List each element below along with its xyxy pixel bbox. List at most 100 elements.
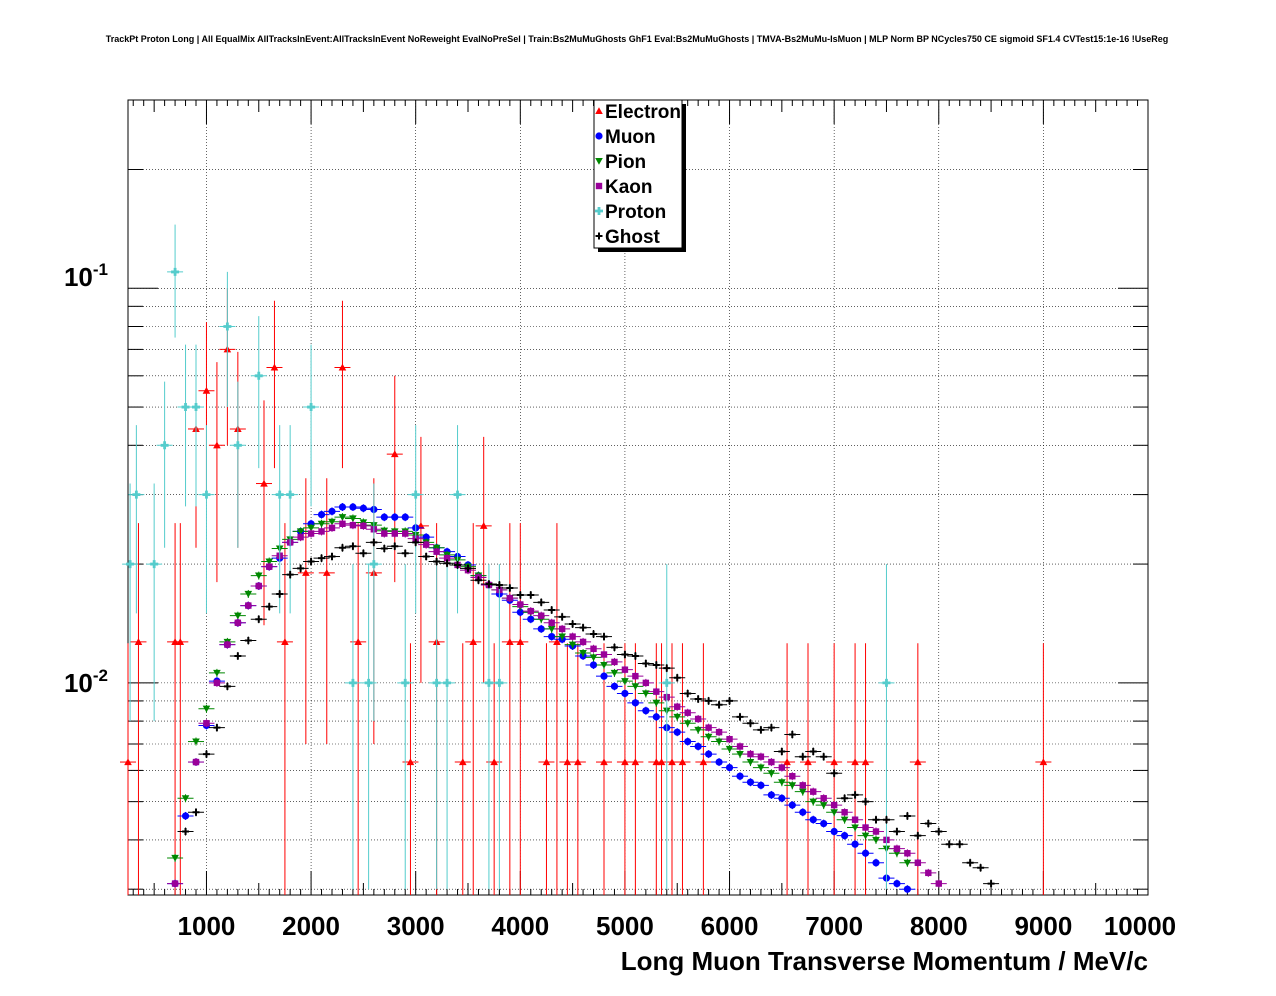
data-point: [610, 669, 619, 677]
data-point: [956, 840, 964, 848]
data-point: [569, 620, 577, 628]
data-point: [401, 549, 409, 557]
legend-label: Pion: [605, 152, 646, 173]
data-point: [181, 812, 190, 820]
data-point: [914, 758, 922, 766]
data-point: [893, 828, 901, 836]
data-point: [715, 728, 723, 736]
data-point: [506, 638, 514, 645]
data-point: [202, 386, 211, 394]
legend-label: Electron: [605, 102, 681, 123]
data-point: [390, 450, 399, 458]
data-point: [851, 758, 859, 766]
data-point: [704, 733, 713, 741]
data-point: [171, 880, 179, 887]
data-point: [254, 371, 263, 380]
data-point: [391, 513, 399, 521]
data-point: [181, 403, 190, 412]
data-point: [746, 778, 755, 786]
data-point: [558, 613, 566, 621]
x-tick-labels: 1000 2000 3000 4000 5000 6000 7000 8000 …: [178, 911, 1177, 941]
data-point: [830, 809, 838, 817]
data-point: [757, 781, 765, 789]
data-point: [454, 561, 462, 569]
data-point: [516, 638, 525, 645]
data-point: [642, 690, 650, 698]
data-point: [318, 554, 326, 562]
data-point: [861, 849, 870, 857]
data-point: [768, 758, 775, 766]
data-point: [276, 590, 284, 598]
data-point: [595, 132, 603, 140]
data-point: [349, 515, 357, 523]
data-point: [359, 549, 367, 557]
data-point: [318, 528, 325, 535]
data-point: [171, 267, 180, 276]
data-point: [126, 560, 135, 569]
data-point: [506, 584, 514, 592]
data-point: [595, 107, 603, 115]
data-point: [579, 624, 587, 632]
chart-title: TrackPt Proton Long | All EqualMix AllTr…: [106, 34, 1168, 44]
data-point: [715, 758, 723, 766]
data-point: [694, 726, 702, 734]
data-point: [422, 553, 430, 561]
data-point: [611, 658, 618, 666]
data-point: [322, 569, 331, 576]
data-point: [903, 885, 911, 893]
legend-entry-ghost: Ghost: [595, 227, 661, 248]
data-point: [935, 880, 942, 887]
data-point: [653, 688, 660, 695]
data-point: [819, 802, 828, 809]
data-point: [966, 859, 974, 867]
legend-label: Ghost: [605, 227, 661, 248]
data-point: [354, 638, 362, 645]
data-point: [684, 689, 692, 697]
data-point: [893, 845, 901, 852]
data-point: [924, 820, 932, 828]
data-point: [935, 828, 943, 836]
data-point: [244, 637, 252, 645]
data-point: [506, 594, 514, 602]
data-point: [349, 521, 357, 529]
data-point: [621, 666, 629, 673]
data-point: [715, 738, 723, 746]
data-point: [453, 490, 462, 499]
data-point: [631, 758, 640, 766]
data-point: [422, 533, 430, 541]
data-point: [778, 747, 786, 755]
data-point: [412, 538, 420, 546]
data-point: [233, 441, 242, 450]
data-point: [830, 801, 838, 809]
data-point: [595, 232, 603, 240]
data-point: [657, 758, 666, 766]
data-point: [458, 758, 467, 766]
series: [120, 224, 1052, 895]
data-point: [150, 560, 159, 569]
data-point: [715, 701, 723, 709]
data-point: [484, 678, 493, 687]
x-axis-title: Long Muon Transverse Momentum / MeV/c: [621, 946, 1148, 976]
data-point: [736, 713, 744, 721]
data-point: [1039, 758, 1048, 766]
data-point: [590, 645, 597, 652]
data-point: [799, 782, 806, 789]
data-point: [391, 530, 398, 537]
data-point: [705, 724, 712, 731]
data-point: [223, 322, 232, 331]
data-point: [527, 591, 535, 599]
data-point: [705, 750, 713, 758]
data-point: [176, 638, 185, 645]
data-point: [589, 661, 598, 669]
data-point: [798, 788, 807, 796]
data-point: [349, 503, 357, 511]
data-point: [527, 615, 535, 623]
data-point: [364, 678, 373, 687]
data-point: [830, 758, 838, 766]
data-point: [401, 678, 410, 687]
data-point: [632, 672, 639, 680]
data-point: [746, 759, 755, 766]
data-point: [809, 798, 818, 806]
data-point: [234, 619, 242, 626]
